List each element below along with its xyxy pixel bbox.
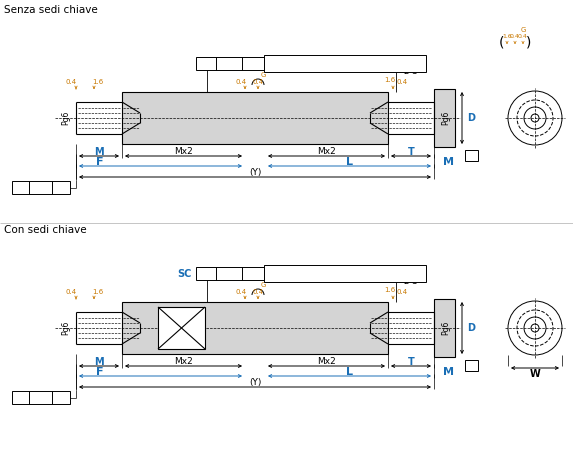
Text: Con sedi chiave: Con sedi chiave <box>4 225 87 235</box>
Text: ⊥: ⊥ <box>202 59 210 68</box>
Text: Senza trattamento superficie: Senza trattamento superficie <box>284 59 406 68</box>
Bar <box>122 302 388 354</box>
Text: (Y): (Y) <box>249 169 261 177</box>
Bar <box>122 92 388 144</box>
Bar <box>196 57 264 70</box>
Text: A: A <box>469 361 474 370</box>
Text: Mx2: Mx2 <box>174 357 193 367</box>
Text: 1.6: 1.6 <box>384 287 395 293</box>
Bar <box>465 150 478 161</box>
Text: Mx2: Mx2 <box>317 357 336 367</box>
Text: G: G <box>260 72 266 78</box>
Bar <box>465 360 478 371</box>
Text: 0.4: 0.4 <box>65 289 77 295</box>
Text: G: G <box>260 282 266 288</box>
Text: T: T <box>407 147 414 157</box>
Text: F: F <box>96 367 104 377</box>
Text: 0.4: 0.4 <box>397 79 407 85</box>
Text: 0.4: 0.4 <box>397 289 407 295</box>
Text: Mx2: Mx2 <box>317 148 336 156</box>
Text: M: M <box>442 367 453 377</box>
Text: 0.4: 0.4 <box>518 33 528 38</box>
Text: Senza sedi chiave: Senza sedi chiave <box>4 5 98 15</box>
Text: D: D <box>467 113 475 123</box>
Text: Pg6: Pg6 <box>61 111 70 125</box>
Text: ): ) <box>527 36 532 50</box>
Text: 1.6: 1.6 <box>92 289 104 295</box>
Text: L: L <box>346 157 353 167</box>
Text: 0.4: 0.4 <box>253 289 264 295</box>
Text: ℓ₁: ℓ₁ <box>206 269 214 279</box>
Text: Ø0.02: Ø0.02 <box>29 393 52 402</box>
Text: 1.6: 1.6 <box>384 77 395 83</box>
Text: SC: SC <box>177 269 191 279</box>
Text: 2-C: 2-C <box>403 68 417 76</box>
Text: M: M <box>94 147 104 157</box>
Text: 0.4: 0.4 <box>510 33 520 38</box>
Text: Pg6: Pg6 <box>442 321 450 335</box>
Bar <box>196 267 264 280</box>
Text: (Y): (Y) <box>249 378 261 388</box>
Text: 1.6: 1.6 <box>502 33 512 38</box>
Bar <box>434 89 455 147</box>
Text: A: A <box>58 393 64 402</box>
Text: A: A <box>250 269 256 278</box>
Text: 0.4: 0.4 <box>65 79 77 85</box>
Text: A: A <box>58 183 64 192</box>
Bar <box>264 55 426 72</box>
Text: Senza trattamento superficie: Senza trattamento superficie <box>284 269 406 278</box>
Text: M: M <box>94 357 104 367</box>
Text: 0.4: 0.4 <box>236 79 246 85</box>
Text: F: F <box>96 157 104 167</box>
Text: T: T <box>407 357 414 367</box>
Text: Mx2: Mx2 <box>174 148 193 156</box>
Text: M: M <box>442 157 453 167</box>
Text: G: G <box>520 27 525 33</box>
Text: ⊥: ⊥ <box>202 269 210 278</box>
Bar <box>12 391 70 404</box>
Bar <box>264 265 426 282</box>
Text: (: ( <box>499 36 504 50</box>
Text: 0.03: 0.03 <box>221 59 237 68</box>
Text: 0.4: 0.4 <box>236 289 246 295</box>
Text: 1.6: 1.6 <box>92 79 104 85</box>
Text: Pg6: Pg6 <box>442 111 450 125</box>
Bar <box>434 299 455 357</box>
Text: Pg6: Pg6 <box>61 321 70 335</box>
Text: D: D <box>467 323 475 333</box>
Bar <box>158 307 205 349</box>
Bar <box>12 181 70 194</box>
Text: 0.03: 0.03 <box>221 269 237 278</box>
Text: A: A <box>469 151 474 160</box>
Text: A: A <box>250 59 256 68</box>
Text: W: W <box>529 369 540 379</box>
Text: L: L <box>346 367 353 377</box>
Text: 0.4: 0.4 <box>253 79 264 85</box>
Text: Ø0.02: Ø0.02 <box>29 183 52 192</box>
Text: 2-C: 2-C <box>403 277 417 287</box>
